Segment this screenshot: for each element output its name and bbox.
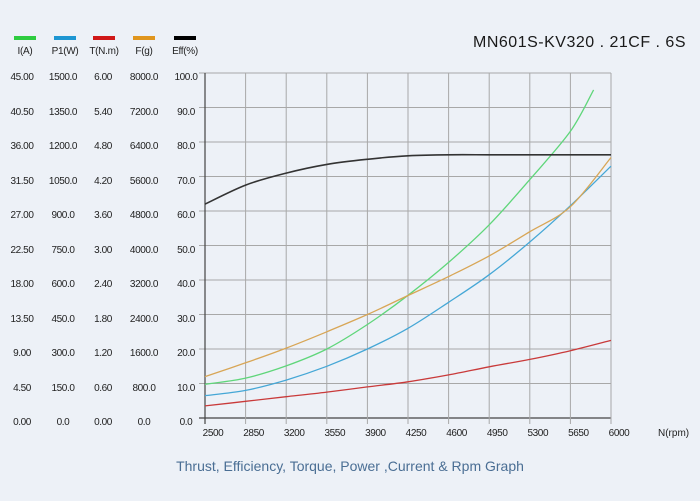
x-tick-label: 4250	[405, 428, 427, 439]
y-tick-label: 3200.0	[129, 279, 159, 290]
legend-swatch-power	[54, 36, 76, 40]
legend-item-efficiency: Eff(%)	[160, 36, 210, 57]
y-tick-label: 0.60	[94, 382, 112, 394]
y-tick-label: 4000.0	[129, 244, 159, 256]
y-tick-label: 40.0	[177, 279, 195, 290]
y-tick-label: 20.0	[177, 348, 195, 359]
y-tick-label: 50.0	[177, 244, 195, 256]
legend-label-current: I(A)	[17, 46, 33, 57]
legend-label-thrust: F(g)	[135, 46, 153, 57]
legend-label-torque: T(N.m)	[89, 46, 119, 57]
y-tick-label: 1.80	[94, 313, 112, 325]
legend-swatch-current	[14, 36, 36, 40]
legend-swatch-efficiency	[174, 36, 196, 40]
y-tick-label: 10.0	[177, 382, 195, 394]
y-tick-label: 100.0	[174, 72, 198, 83]
legend-item-current: I(A)	[0, 36, 50, 57]
y-tick-label: 0.0	[137, 417, 151, 428]
y-tick-label: 1600.0	[129, 348, 159, 359]
y-tick-label: 4.80	[94, 141, 112, 152]
y-tick-label: 9.00	[13, 348, 31, 359]
x-tick-label: 3900	[365, 428, 386, 439]
y-tick-label: 4800.0	[129, 210, 159, 221]
y-tick-label: 1350.0	[48, 106, 78, 118]
y-tick-label: 27.00	[10, 210, 34, 221]
y-tick-label: 31.50	[10, 175, 34, 187]
y-tick-label: 900.0	[51, 210, 75, 221]
y-tick-label: 2400.0	[129, 313, 159, 325]
series-line-p1-w	[204, 165, 612, 397]
y-tick-label: 2.40	[94, 279, 112, 290]
y-tick-label: 300.0	[51, 348, 75, 359]
y-tick-label: 30.0	[177, 313, 195, 325]
legend-swatch-thrust	[133, 36, 155, 40]
y-tick-label: 150.0	[51, 382, 75, 394]
y-tick-label: 8000.0	[129, 72, 159, 83]
legend-label-efficiency: Eff(%)	[172, 46, 198, 57]
series-line-f-g	[204, 157, 612, 378]
y-tick-label: 5600.0	[129, 175, 159, 187]
y-tick-label: 45.00	[10, 72, 34, 83]
legend-item-thrust: F(g)	[119, 36, 169, 57]
y-tick-label: 22.50	[10, 244, 34, 256]
y-tick-label: 5.40	[94, 106, 112, 118]
x-tick-label: 2850	[243, 428, 264, 439]
y-tick-label: 1050.0	[48, 175, 78, 187]
y-tick-label: 18.00	[10, 279, 34, 290]
chart-caption: Thrust, Efficiency, Torque, Power ,Curre…	[176, 458, 524, 474]
x-tick-label: 3550	[324, 428, 346, 439]
y-tick-label: 4.50	[13, 382, 31, 394]
y-tick-label: 0.0	[179, 417, 193, 428]
y-tick-label: 40.50	[10, 106, 34, 118]
x-tick-label: 5300	[527, 428, 549, 439]
y-tick-label: 750.0	[51, 244, 75, 256]
y-tick-label: 0.00	[94, 417, 112, 428]
y-tick-label: 1.20	[94, 348, 112, 359]
y-tick-label: 4.20	[94, 175, 112, 187]
y-tick-label: 3.60	[94, 210, 112, 221]
x-tick-label: 5650	[568, 428, 589, 439]
x-tick-label: 6000	[608, 428, 630, 439]
y-tick-label: 70.0	[177, 175, 195, 187]
series-line-t-n-m	[204, 339, 612, 407]
y-tick-label: 600.0	[51, 279, 75, 290]
x-tick-label: 3200	[283, 428, 305, 439]
y-tick-label: 450.0	[51, 313, 75, 325]
series-line-eff	[204, 153, 611, 205]
y-tick-label: 1500.0	[48, 72, 78, 83]
y-tick-label: 60.0	[177, 210, 195, 221]
x-tick-label: 4600	[446, 428, 467, 439]
y-tick-label: 6400.0	[129, 141, 159, 152]
legend-item-torque: T(N.m)	[79, 36, 129, 57]
y-tick-label: 36.00	[10, 141, 34, 152]
y-tick-label: 13.50	[10, 313, 34, 325]
y-tick-label: 0.00	[13, 417, 31, 428]
y-tick-label: 3.00	[94, 244, 112, 256]
legend-label-power: P1(W)	[51, 46, 79, 57]
y-tick-label: 0.0	[56, 417, 70, 428]
y-tick-label: 6.00	[94, 72, 112, 83]
x-tick-label: 2500	[202, 428, 224, 439]
y-tick-label: 80.0	[177, 141, 195, 152]
y-tick-label: 800.0	[132, 382, 156, 394]
legend-swatch-torque	[93, 36, 115, 40]
legend-item-power: P1(W)	[40, 36, 90, 57]
x-axis-label: N(rpm)	[658, 428, 690, 439]
model-title: MN601S-KV320 . 21CF . 6S	[473, 34, 686, 51]
y-tick-label: 7200.0	[129, 106, 159, 118]
y-tick-label: 90.0	[177, 106, 195, 118]
x-tick-label: 4950	[486, 428, 508, 439]
y-tick-label: 1200.0	[48, 141, 78, 152]
